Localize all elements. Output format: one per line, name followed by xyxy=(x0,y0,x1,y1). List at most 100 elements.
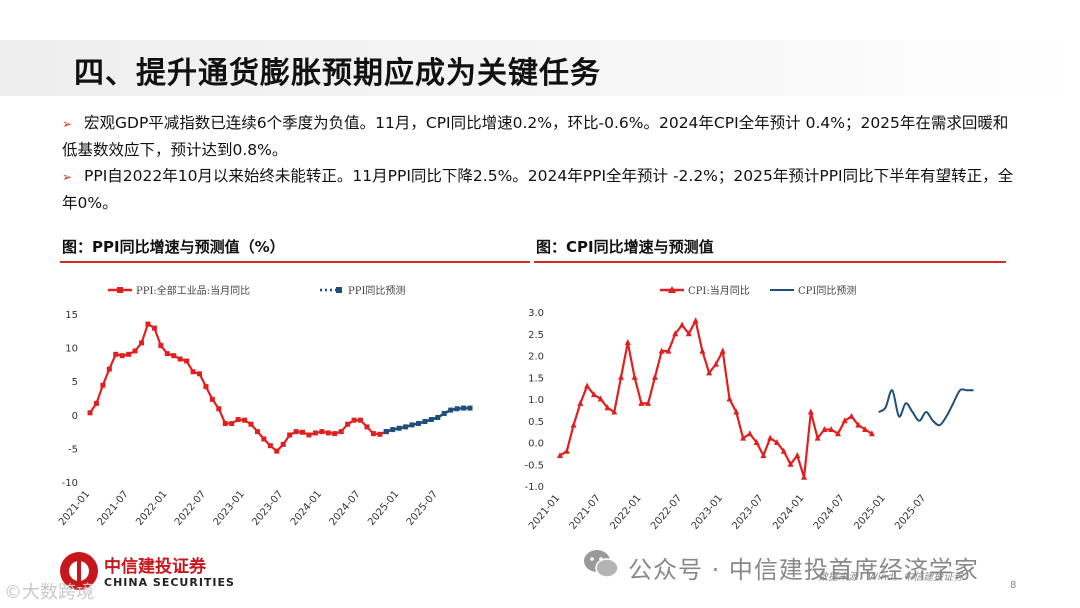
y-tick-label: 2.5 xyxy=(528,330,544,341)
data-point xyxy=(862,425,869,432)
data-point xyxy=(358,417,364,423)
legend-label: CPI同比预测 xyxy=(798,284,856,297)
legend-label: CPI:当月同比 xyxy=(688,284,750,297)
y-tick-label: 0.0 xyxy=(528,439,544,450)
x-tick-label: 2025-07 xyxy=(893,493,928,532)
bullet-item: ➢ 宏观GDP平减指数已连续6个季度为负值。11月，CPI同比增速0.2%，环比-… xyxy=(62,110,1022,163)
x-tick-label: 2024-07 xyxy=(328,489,363,528)
data-point xyxy=(726,395,733,402)
cpi-chart-title: 图：CPI同比增速与预测值 xyxy=(536,238,714,256)
legend-label: PPI同比预测 xyxy=(348,284,405,297)
data-point xyxy=(611,408,618,415)
data-point xyxy=(113,351,119,357)
legend-marker xyxy=(336,287,342,293)
data-point xyxy=(828,425,835,432)
data-point xyxy=(848,412,855,419)
data-point xyxy=(332,431,338,437)
data-point xyxy=(396,425,402,431)
legend-marker xyxy=(117,287,123,293)
data-point xyxy=(733,408,740,415)
data-point xyxy=(177,356,183,362)
legend-marker xyxy=(668,286,676,293)
data-point xyxy=(679,321,686,328)
data-point xyxy=(390,427,396,433)
data-point xyxy=(351,417,357,423)
data-point xyxy=(274,448,280,454)
data-point xyxy=(604,404,611,411)
x-tick-label: 2021-01 xyxy=(57,489,92,528)
data-point xyxy=(807,408,814,415)
data-point xyxy=(448,407,454,413)
data-point xyxy=(454,406,460,412)
data-point xyxy=(287,432,293,438)
y-tick-label: 0 xyxy=(72,411,78,422)
legend-label: PPI:全部工业品:当月同比 xyxy=(136,284,250,297)
data-point xyxy=(261,436,267,442)
data-point xyxy=(760,452,767,459)
x-tick-label: 2023-07 xyxy=(250,489,285,528)
data-point xyxy=(106,366,112,372)
data-point xyxy=(467,405,473,411)
x-tick-label: 2025-01 xyxy=(366,489,401,528)
data-point xyxy=(100,382,106,388)
data-point xyxy=(814,434,821,441)
x-tick-label: 2023-07 xyxy=(730,493,765,532)
data-point xyxy=(222,421,228,427)
bullet-item: ➢ PPI自2022年10月以来始终未能转正。11月PPI同比下降2.5%。202… xyxy=(62,163,1022,216)
y-tick-label: 2.0 xyxy=(528,352,544,363)
data-point xyxy=(461,405,467,411)
data-point xyxy=(821,425,828,432)
data-point xyxy=(209,396,215,402)
data-point xyxy=(746,430,753,437)
data-point xyxy=(145,321,151,327)
data-point xyxy=(692,317,699,324)
data-point xyxy=(618,373,625,380)
company-logo: 中信建投证券 CHINA SECURITIES xyxy=(54,548,244,598)
data-point xyxy=(383,429,389,435)
data-point xyxy=(119,353,125,359)
data-point xyxy=(428,417,434,423)
data-point xyxy=(422,419,428,425)
arrow-bullet-icon: ➢ xyxy=(62,170,73,184)
x-tick-label: 2024-07 xyxy=(812,493,847,532)
data-point xyxy=(563,447,570,454)
y-tick-label: 3.0 xyxy=(528,308,544,319)
x-tick-label: 2025-07 xyxy=(405,489,440,528)
data-point xyxy=(834,430,841,437)
data-point xyxy=(403,424,409,430)
data-point xyxy=(196,371,202,377)
logo-mark-icon xyxy=(60,552,98,590)
y-tick-label: -1.0 xyxy=(524,482,544,493)
data-point xyxy=(590,391,597,398)
title-band xyxy=(0,40,1080,96)
y-tick-label: 1.0 xyxy=(528,395,544,406)
watermark-text: 公众号 · 中信建投首席经济学家 xyxy=(628,556,979,584)
data-point xyxy=(312,430,318,436)
page-number: 8 xyxy=(1010,580,1017,591)
data-point xyxy=(841,417,848,424)
x-tick-label: 2024-01 xyxy=(289,489,324,528)
data-point xyxy=(645,399,652,406)
arrow-bullet-icon: ➢ xyxy=(62,117,73,131)
corner-watermark: ©大数跨境 xyxy=(4,582,94,603)
data-point xyxy=(638,399,645,406)
data-point xyxy=(248,421,254,427)
x-tick-label: 2023-01 xyxy=(690,493,725,532)
x-tick-label: 2022-01 xyxy=(134,489,169,528)
data-point xyxy=(719,347,726,354)
ppi-chart-title: 图：PPI同比增速与预测值（%） xyxy=(62,238,285,256)
data-point xyxy=(794,452,801,459)
x-tick-label: 2024-01 xyxy=(771,493,806,532)
y-tick-label: -10 xyxy=(62,478,78,489)
data-point xyxy=(651,373,658,380)
data-point xyxy=(151,325,157,331)
x-tick-label: 2022-01 xyxy=(608,493,643,532)
x-tick-label: 2021-01 xyxy=(527,493,562,532)
data-point xyxy=(325,430,331,436)
data-point xyxy=(139,340,145,346)
slide-title: 四、提升通货膨胀预期应成为关键任务 xyxy=(74,56,601,91)
bullet-list: ➢ 宏观GDP平减指数已连续6个季度为负值。11月，CPI同比增速0.2%，环比-… xyxy=(62,110,1022,216)
data-point xyxy=(300,429,306,435)
data-point xyxy=(280,441,286,447)
data-point xyxy=(364,424,370,430)
